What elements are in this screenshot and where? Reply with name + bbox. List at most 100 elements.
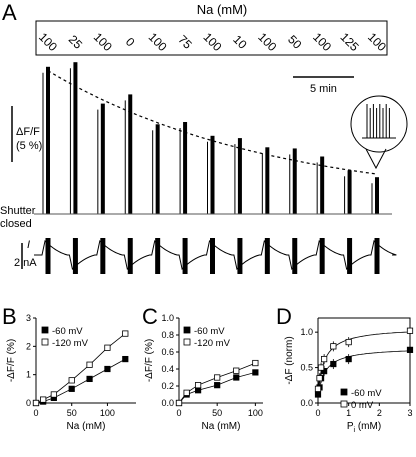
sodium-label: 100 bbox=[255, 30, 279, 54]
data-point bbox=[314, 385, 322, 392]
x-tick-label: 3 bbox=[407, 408, 412, 418]
current-artifact bbox=[45, 238, 51, 274]
legend-label: -60 mV bbox=[351, 388, 382, 399]
response-bar bbox=[320, 156, 325, 214]
x-tick-label: 100 bbox=[100, 408, 115, 418]
x-axis-label: Na (mM) bbox=[67, 421, 106, 432]
panel-b-letter: B bbox=[2, 304, 17, 329]
inset-spike-train bbox=[362, 104, 396, 139]
current-symbol: I bbox=[27, 239, 30, 251]
data-point bbox=[321, 355, 328, 363]
data-point bbox=[345, 355, 352, 363]
current-artifact bbox=[72, 238, 78, 274]
current-artifact bbox=[347, 238, 353, 274]
data-point bbox=[86, 375, 93, 383]
data-point bbox=[406, 327, 414, 334]
data-point bbox=[183, 389, 190, 396]
current-artifact bbox=[182, 238, 188, 274]
legend-marker bbox=[183, 338, 191, 346]
legend-label: -60 mV bbox=[194, 326, 225, 337]
sodium-label: 0 bbox=[123, 35, 138, 50]
sodium-label: 100 bbox=[365, 30, 389, 54]
data-point bbox=[50, 391, 57, 398]
x-tick-label: 50 bbox=[67, 408, 77, 418]
current-artifact bbox=[210, 238, 215, 274]
x-tick-label: 1 bbox=[346, 408, 351, 418]
x-tick-label: 0 bbox=[176, 408, 181, 418]
x-tick-label: 50 bbox=[212, 408, 222, 418]
y-axis-label: -ΔF (norm) bbox=[284, 336, 295, 384]
sodium-concentration-box bbox=[35, 20, 388, 56]
data-point bbox=[122, 330, 129, 337]
y-tick-label: 0.8 bbox=[161, 330, 174, 340]
current-scale-label: 2 nA bbox=[14, 257, 37, 269]
data-point bbox=[40, 396, 47, 403]
data-point bbox=[330, 343, 337, 350]
sodium-label: 100 bbox=[200, 30, 224, 54]
y-tick-label: 1.0 bbox=[300, 327, 313, 337]
y-tick-label: 0.6 bbox=[161, 347, 174, 357]
fluorescence-responses bbox=[42, 62, 379, 215]
current-path bbox=[34, 239, 397, 271]
axes bbox=[35, 318, 136, 404]
shutter-label-line2: closed bbox=[0, 218, 32, 230]
decay-trend-line bbox=[47, 70, 378, 175]
panel-b-plot: 0 1 2 3 0 50 100 Na (mM) -ΔF/F (%) -60 mV-120 mV bbox=[6, 313, 136, 432]
data-point bbox=[175, 399, 183, 407]
sodium-label: 100 bbox=[310, 30, 334, 54]
x-tick-label: 2 bbox=[377, 408, 382, 418]
y-axis-label: -ΔF/F (%) bbox=[144, 339, 155, 382]
data-point bbox=[252, 369, 259, 376]
panel-c-plot: 0.0 0.2 0.4 0.6 0.8 1.0 0 50 100 Na (mM) -ΔF/F (%)… bbox=[144, 313, 263, 432]
y-tick-label: 0.0 bbox=[300, 398, 313, 408]
data-point bbox=[406, 346, 414, 353]
x-axis-label: Pi (mM) bbox=[347, 421, 381, 434]
response-bar bbox=[183, 122, 188, 214]
data-point bbox=[104, 344, 111, 351]
legend-marker bbox=[183, 326, 191, 334]
sodium-label: 10 bbox=[230, 32, 250, 52]
y-tick-label: 3 bbox=[26, 313, 31, 323]
time-scale-label: 5 min bbox=[310, 83, 337, 95]
response-bar bbox=[347, 170, 352, 214]
data-point bbox=[68, 377, 75, 384]
legend-label: -120 mV bbox=[52, 338, 89, 349]
response-bar bbox=[100, 103, 105, 214]
y-tick-label: 0.5 bbox=[300, 363, 313, 373]
legend-label: 0 mV bbox=[351, 400, 374, 411]
fluorescence-scale-label: ΔF/F bbox=[16, 126, 40, 138]
legend-marker bbox=[340, 400, 348, 408]
y-tick-label: 0.4 bbox=[161, 364, 174, 374]
current-artifact bbox=[127, 238, 133, 274]
y-tick-label: 1 bbox=[26, 370, 31, 380]
response-bar bbox=[128, 94, 133, 214]
inset-circle bbox=[350, 95, 408, 153]
response-bar bbox=[292, 148, 297, 214]
sodium-label: 25 bbox=[66, 32, 86, 52]
shutter-label-line1: Shutter bbox=[0, 205, 36, 217]
y-tick-label: 2 bbox=[26, 341, 31, 351]
response-bar bbox=[73, 62, 78, 215]
x-tick-label: 0 bbox=[33, 408, 38, 418]
data-point bbox=[194, 382, 202, 389]
data-point bbox=[252, 359, 259, 367]
legend-marker bbox=[340, 388, 348, 396]
response-bar bbox=[210, 135, 215, 214]
y-tick-label: 0 bbox=[26, 398, 31, 408]
legend-marker bbox=[41, 338, 49, 346]
y-axis-label: -ΔF/F (%) bbox=[6, 339, 17, 382]
panel-a-letter: A bbox=[2, 0, 17, 25]
data-point bbox=[317, 364, 325, 371]
current-artifact bbox=[237, 238, 243, 274]
fluorescence-scale-percent: (5 %) bbox=[16, 140, 42, 152]
data-point bbox=[214, 374, 221, 381]
current-artifact bbox=[292, 238, 298, 274]
data-point bbox=[233, 367, 240, 374]
legend-label: -120 mV bbox=[194, 338, 231, 349]
response-bar bbox=[46, 66, 50, 214]
sodium-header: Na (mM) bbox=[197, 2, 248, 17]
sodium-label: 75 bbox=[175, 32, 195, 52]
response-bar bbox=[265, 147, 270, 214]
x-tick-label: 0 bbox=[315, 408, 320, 418]
current-artifact bbox=[155, 238, 161, 274]
